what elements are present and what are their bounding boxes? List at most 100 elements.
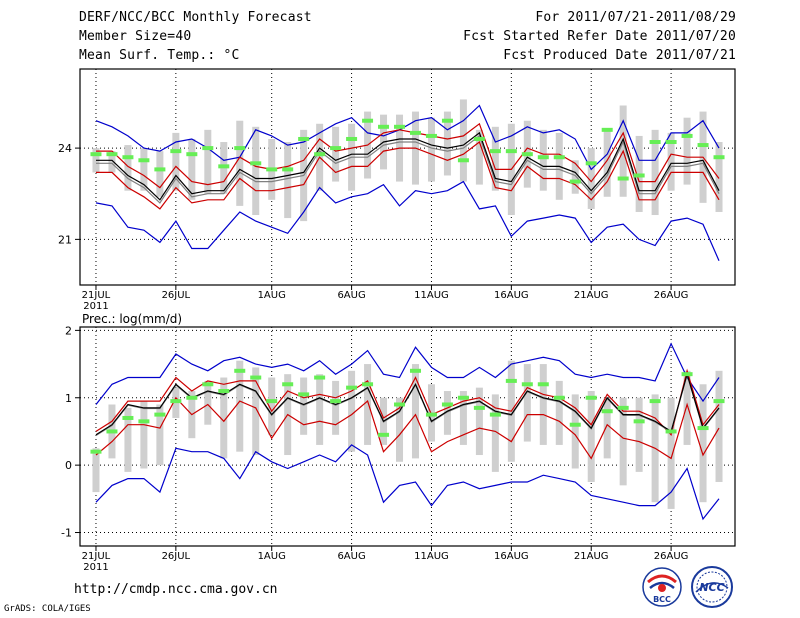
ensemble-box	[300, 377, 308, 435]
observed-mark	[362, 382, 374, 387]
ensemble-box	[124, 145, 132, 191]
ncc-logo: NCC	[691, 566, 733, 608]
y-tick-label: 0	[65, 459, 72, 472]
observed-mark	[394, 124, 406, 129]
ncc-logo-text: NCC	[699, 581, 724, 594]
observed-mark	[250, 375, 262, 380]
ensemble-box	[268, 377, 276, 435]
observed-mark	[473, 136, 485, 141]
ensemble-box	[619, 397, 627, 486]
ensemble-box	[332, 380, 340, 435]
y-tick-label: 24	[58, 142, 72, 155]
precip-panel-title: Prec.: log(mm/d)	[82, 312, 182, 326]
ensemble-box	[204, 380, 212, 425]
observed-mark	[154, 412, 166, 417]
x-tick-label: 1AUG	[258, 290, 286, 301]
forecast-start-date: Fcst Started Refer Date 2011/07/20	[463, 29, 736, 44]
x-tick-label: 1AUG	[258, 551, 286, 562]
y-tick-label: -1	[61, 527, 72, 540]
observed-mark	[633, 173, 645, 178]
x-tick-label: 16AUG	[494, 551, 529, 562]
observed-mark	[266, 399, 278, 404]
observed-mark	[617, 176, 629, 181]
ensemble-box	[140, 148, 148, 191]
observed-mark	[122, 415, 134, 420]
observed-mark	[441, 402, 453, 407]
observed-mark	[346, 385, 358, 390]
ensemble-box	[348, 370, 356, 452]
observed-mark	[122, 155, 134, 160]
ensemble-box	[156, 151, 164, 197]
observed-mark	[394, 402, 406, 407]
series-line-max	[95, 342, 720, 405]
ensemble-box	[539, 364, 547, 445]
observed-mark	[601, 127, 613, 132]
observed-mark	[697, 426, 709, 431]
x-tick-label: 11AUG	[414, 551, 449, 562]
observed-mark	[649, 399, 661, 404]
observed-mark	[601, 409, 613, 414]
ensemble-box	[459, 99, 467, 182]
grads-credit: GrADS: COLA/IGES	[4, 604, 91, 614]
y-tick-label: 21	[58, 233, 72, 246]
x-year-label: 2011	[83, 562, 108, 573]
series-line-lower	[96, 141, 720, 210]
footer-url[interactable]: http://cmdp.ncc.cma.gov.cn	[74, 582, 278, 597]
observed-mark	[298, 392, 310, 397]
ensemble-box	[587, 391, 595, 482]
ensemble-box	[667, 132, 675, 191]
observed-mark	[489, 149, 501, 154]
chart-title: DERF/NCC/BCC Monthly Forecast	[79, 10, 312, 25]
ensemble-box	[156, 404, 164, 466]
observed-mark	[378, 124, 390, 129]
observed-mark	[346, 136, 358, 141]
ensemble-box	[715, 370, 723, 482]
observed-mark	[186, 152, 198, 157]
ensemble-box	[252, 367, 260, 456]
observed-mark	[457, 158, 469, 163]
forecast-produced-date: Fcst Produced Date 2011/07/21	[503, 48, 736, 63]
observed-mark	[505, 149, 517, 154]
observed-mark	[218, 164, 230, 169]
ensemble-box	[172, 132, 180, 191]
variable-label: Mean Surf. Temp.: °C	[79, 48, 240, 63]
x-tick-label: 21JUL	[82, 290, 111, 301]
observed-mark	[138, 419, 150, 424]
y-tick-label: 2	[65, 324, 72, 337]
forecast-period: For 2011/07/21-2011/08/29	[535, 10, 736, 25]
observed-mark	[505, 378, 517, 383]
observed-mark	[234, 146, 246, 151]
ensemble-box	[443, 391, 451, 435]
observed-mark	[521, 382, 533, 387]
observed-mark	[90, 152, 102, 157]
observed-mark	[106, 152, 118, 157]
ensemble-box	[236, 360, 244, 452]
series-line-mean_ens	[96, 134, 720, 204]
observed-mark	[362, 118, 374, 123]
temperature-panel: 21JUL 26JUL 1AUG 6AUG 11AUG 16AUG 21AUG 26AUG 20…	[58, 68, 736, 312]
x-tick-label: 6AUG	[337, 551, 365, 562]
observed-mark	[298, 136, 310, 141]
ensemble-box	[683, 370, 691, 445]
observed-mark	[218, 389, 230, 394]
ensemble-box	[204, 129, 212, 194]
observed-mark	[681, 372, 693, 377]
observed-mark	[617, 405, 629, 410]
y-tick-label: 1	[65, 392, 72, 405]
ensemble-box	[475, 129, 483, 185]
observed-mark	[521, 152, 533, 157]
ensemble-box	[92, 148, 100, 173]
ensemble-box	[411, 364, 419, 459]
observed-mark	[569, 179, 581, 184]
observed-mark	[266, 167, 278, 172]
observed-mark	[378, 432, 390, 437]
ensemble-box	[683, 117, 691, 185]
ensemble-box	[427, 117, 435, 182]
ensemble-box	[587, 148, 595, 209]
ensemble-box	[316, 374, 324, 445]
ensemble-box	[651, 129, 659, 216]
ensemble-box	[571, 160, 579, 194]
logos: BCC NCC	[642, 566, 733, 608]
ensemble-box	[220, 377, 228, 459]
observed-mark	[202, 146, 214, 151]
